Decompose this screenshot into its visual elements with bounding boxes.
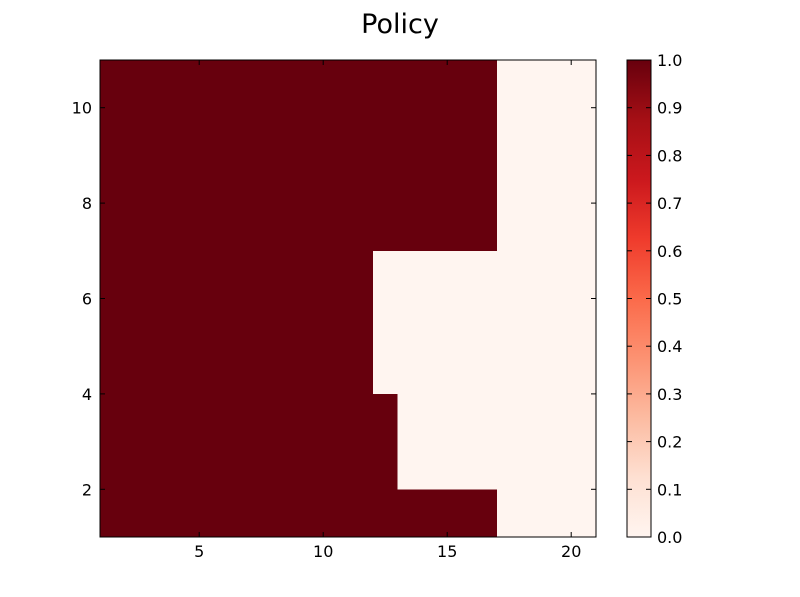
heatmap-cell-0 bbox=[100, 489, 497, 537]
heatmap-cell-6 bbox=[100, 60, 497, 251]
heatmap-cell-3 bbox=[397, 393, 596, 490]
colorbar-tick-label: 0.4 bbox=[657, 337, 682, 356]
colorbar-tick-label: 0.1 bbox=[657, 480, 682, 499]
y-tick-label: 8 bbox=[82, 194, 92, 213]
heatmap-cell-1 bbox=[496, 489, 596, 537]
y-tick-label: 2 bbox=[82, 480, 92, 499]
colorbar-tick-label: 1.0 bbox=[657, 51, 682, 70]
colorbar-tick-label: 0.5 bbox=[657, 290, 682, 309]
colorbar-tick-label: 0.0 bbox=[657, 528, 682, 547]
colorbar-tick-label: 0.9 bbox=[657, 99, 682, 118]
heatmap-cell-5 bbox=[372, 250, 596, 394]
y-tick-label: 10 bbox=[72, 99, 92, 118]
x-tick-label: 10 bbox=[313, 542, 333, 561]
x-tick-label: 20 bbox=[561, 542, 581, 561]
colorbar-tick-label: 0.2 bbox=[657, 433, 682, 452]
x-tick-label: 15 bbox=[437, 542, 457, 561]
axis-ticks bbox=[100, 60, 596, 537]
heatmap-cell-2 bbox=[100, 393, 398, 490]
colorbar-ticks: 0.0 0.1 0.2 0.3 0.4 0.5 0.6 0.7 0.8 0.9 1.0 bbox=[627, 51, 682, 547]
chart-title: Policy bbox=[361, 9, 439, 40]
colorbar-tick-label: 0.7 bbox=[657, 194, 682, 213]
y-tick-label: 4 bbox=[82, 385, 92, 404]
colorbar-tick-label: 0.3 bbox=[657, 385, 682, 404]
axis-tick-labels: 5 10 15 20 2 4 6 8 10 bbox=[72, 99, 582, 561]
heatmap-cell-4 bbox=[100, 250, 373, 394]
colorbar-tick-label: 0.6 bbox=[657, 242, 682, 261]
colorbar-tick-label: 0.8 bbox=[657, 146, 682, 165]
x-tick-label: 5 bbox=[194, 542, 204, 561]
heatmap-cells bbox=[100, 60, 596, 537]
y-tick-label: 6 bbox=[82, 290, 92, 309]
heatmap-cell-7 bbox=[496, 60, 596, 251]
